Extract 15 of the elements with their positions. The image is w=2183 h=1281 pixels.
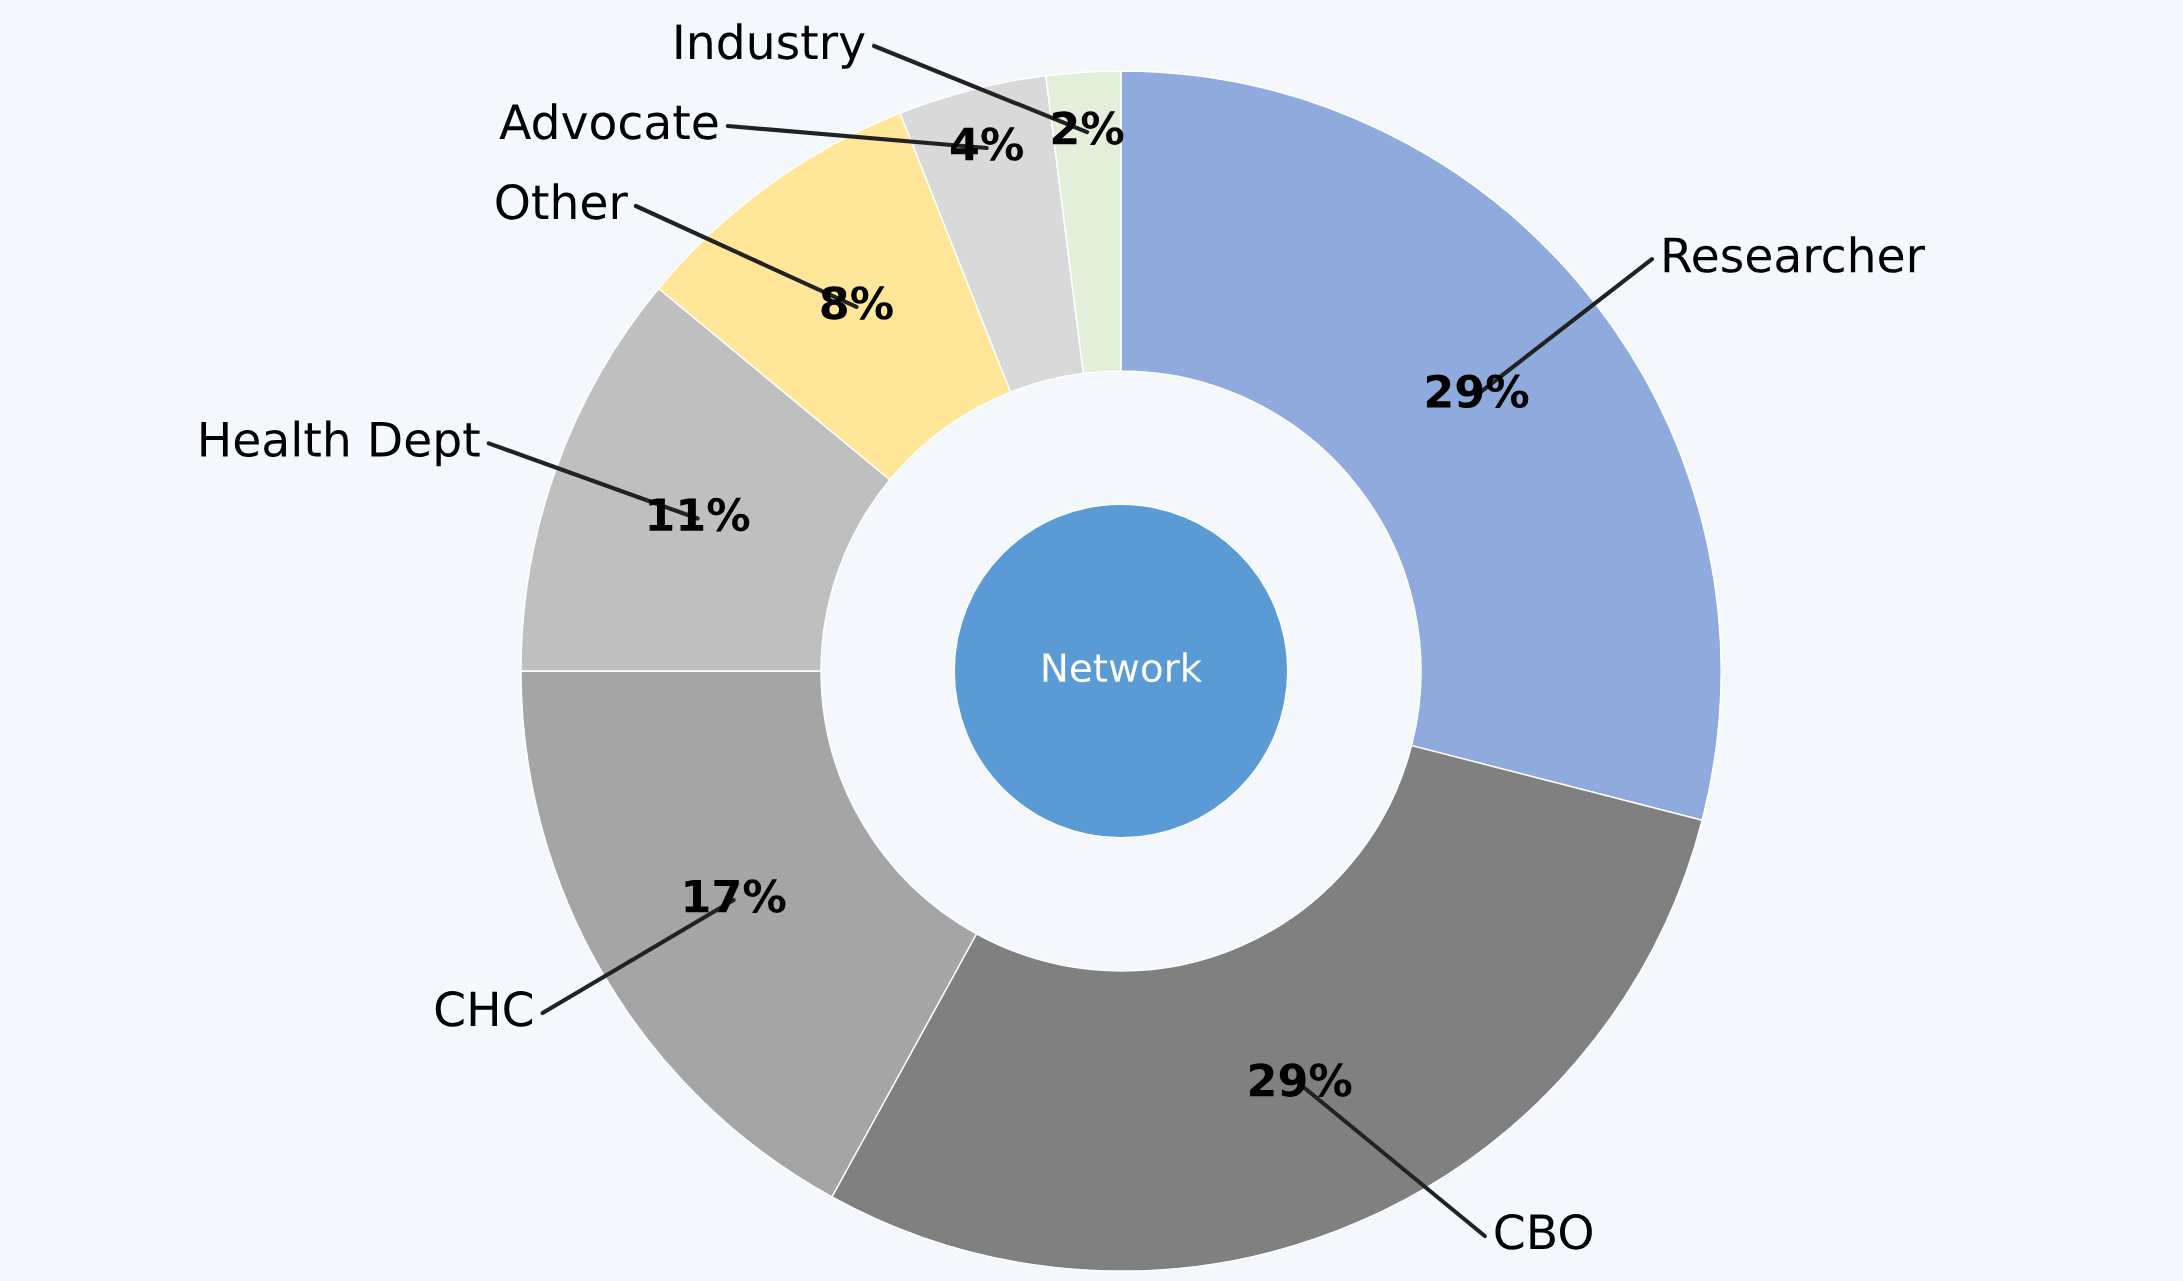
data-label: 29% — [1426, 374, 1529, 409]
data-label: 17% — [685, 879, 786, 913]
slice-label: CBO — [1495, 1213, 1592, 1250]
slice-label: CHC — [435, 991, 533, 1027]
slice-label: Industry — [676, 23, 865, 69]
slice-label: Researcher — [1664, 236, 1926, 273]
data-label: 8% — [821, 286, 893, 320]
data-label: 4% — [950, 127, 1024, 161]
data-label: 29% — [1250, 1063, 1352, 1097]
slice-label: Other — [496, 183, 628, 220]
text: Network — [1043, 652, 1203, 683]
slice-label: Advocate — [499, 103, 718, 140]
slice-label: Health Dept — [201, 420, 480, 467]
data-label: 11% — [649, 497, 750, 532]
data-label: 2% — [1052, 111, 1124, 145]
